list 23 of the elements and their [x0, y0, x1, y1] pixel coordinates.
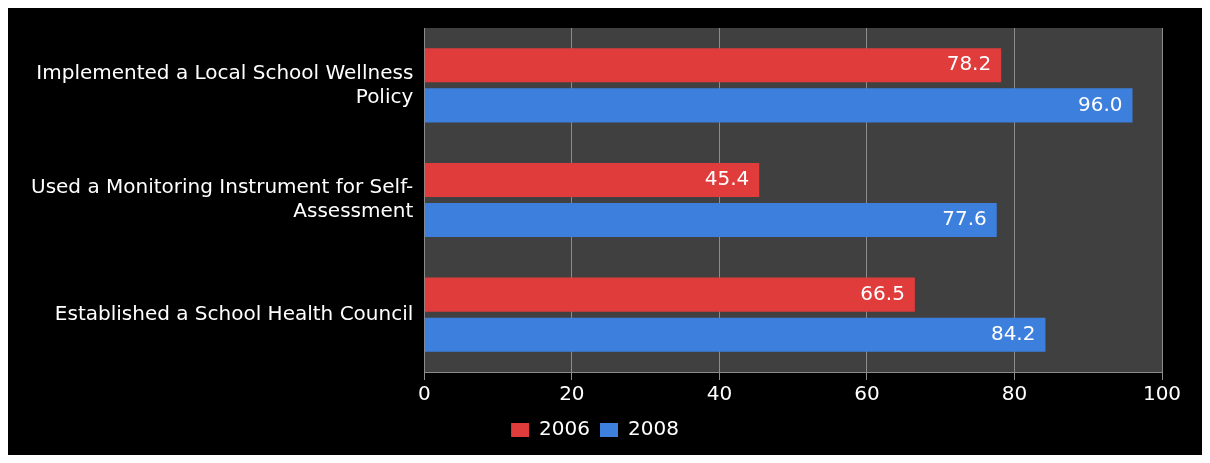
data-label: 78.2: [946, 51, 992, 76]
x-tick-label: 40: [706, 381, 733, 406]
y-tick-label: Used a Monitoring Instrument for Self-Assessment: [30, 174, 414, 223]
x-tick-label: 100: [1142, 381, 1182, 406]
data-label: 45.4: [704, 166, 750, 191]
bar: [424, 317, 1046, 352]
y-tick-label: Established a School Health Council: [54, 300, 414, 325]
x-tick-label: 60: [854, 381, 880, 406]
data-label: 77.6: [942, 206, 987, 231]
x-tick-label: 20: [559, 381, 585, 406]
x-tick-label: 0: [417, 381, 431, 406]
data-label: 84.2: [990, 320, 1036, 345]
y-tick-label: Implemented a Local School Wellness Policy: [36, 59, 414, 108]
bar: [424, 88, 1133, 123]
bar: [424, 48, 1002, 83]
bar: [424, 277, 915, 312]
legend-label: 2008: [628, 416, 679, 441]
legend-label: 2006: [539, 416, 591, 441]
data-label: 66.5: [860, 280, 905, 305]
bar: [424, 203, 997, 238]
data-label: 96.0: [1077, 91, 1123, 116]
x-tick-label: 80: [1001, 381, 1028, 406]
bar: [424, 162, 760, 197]
